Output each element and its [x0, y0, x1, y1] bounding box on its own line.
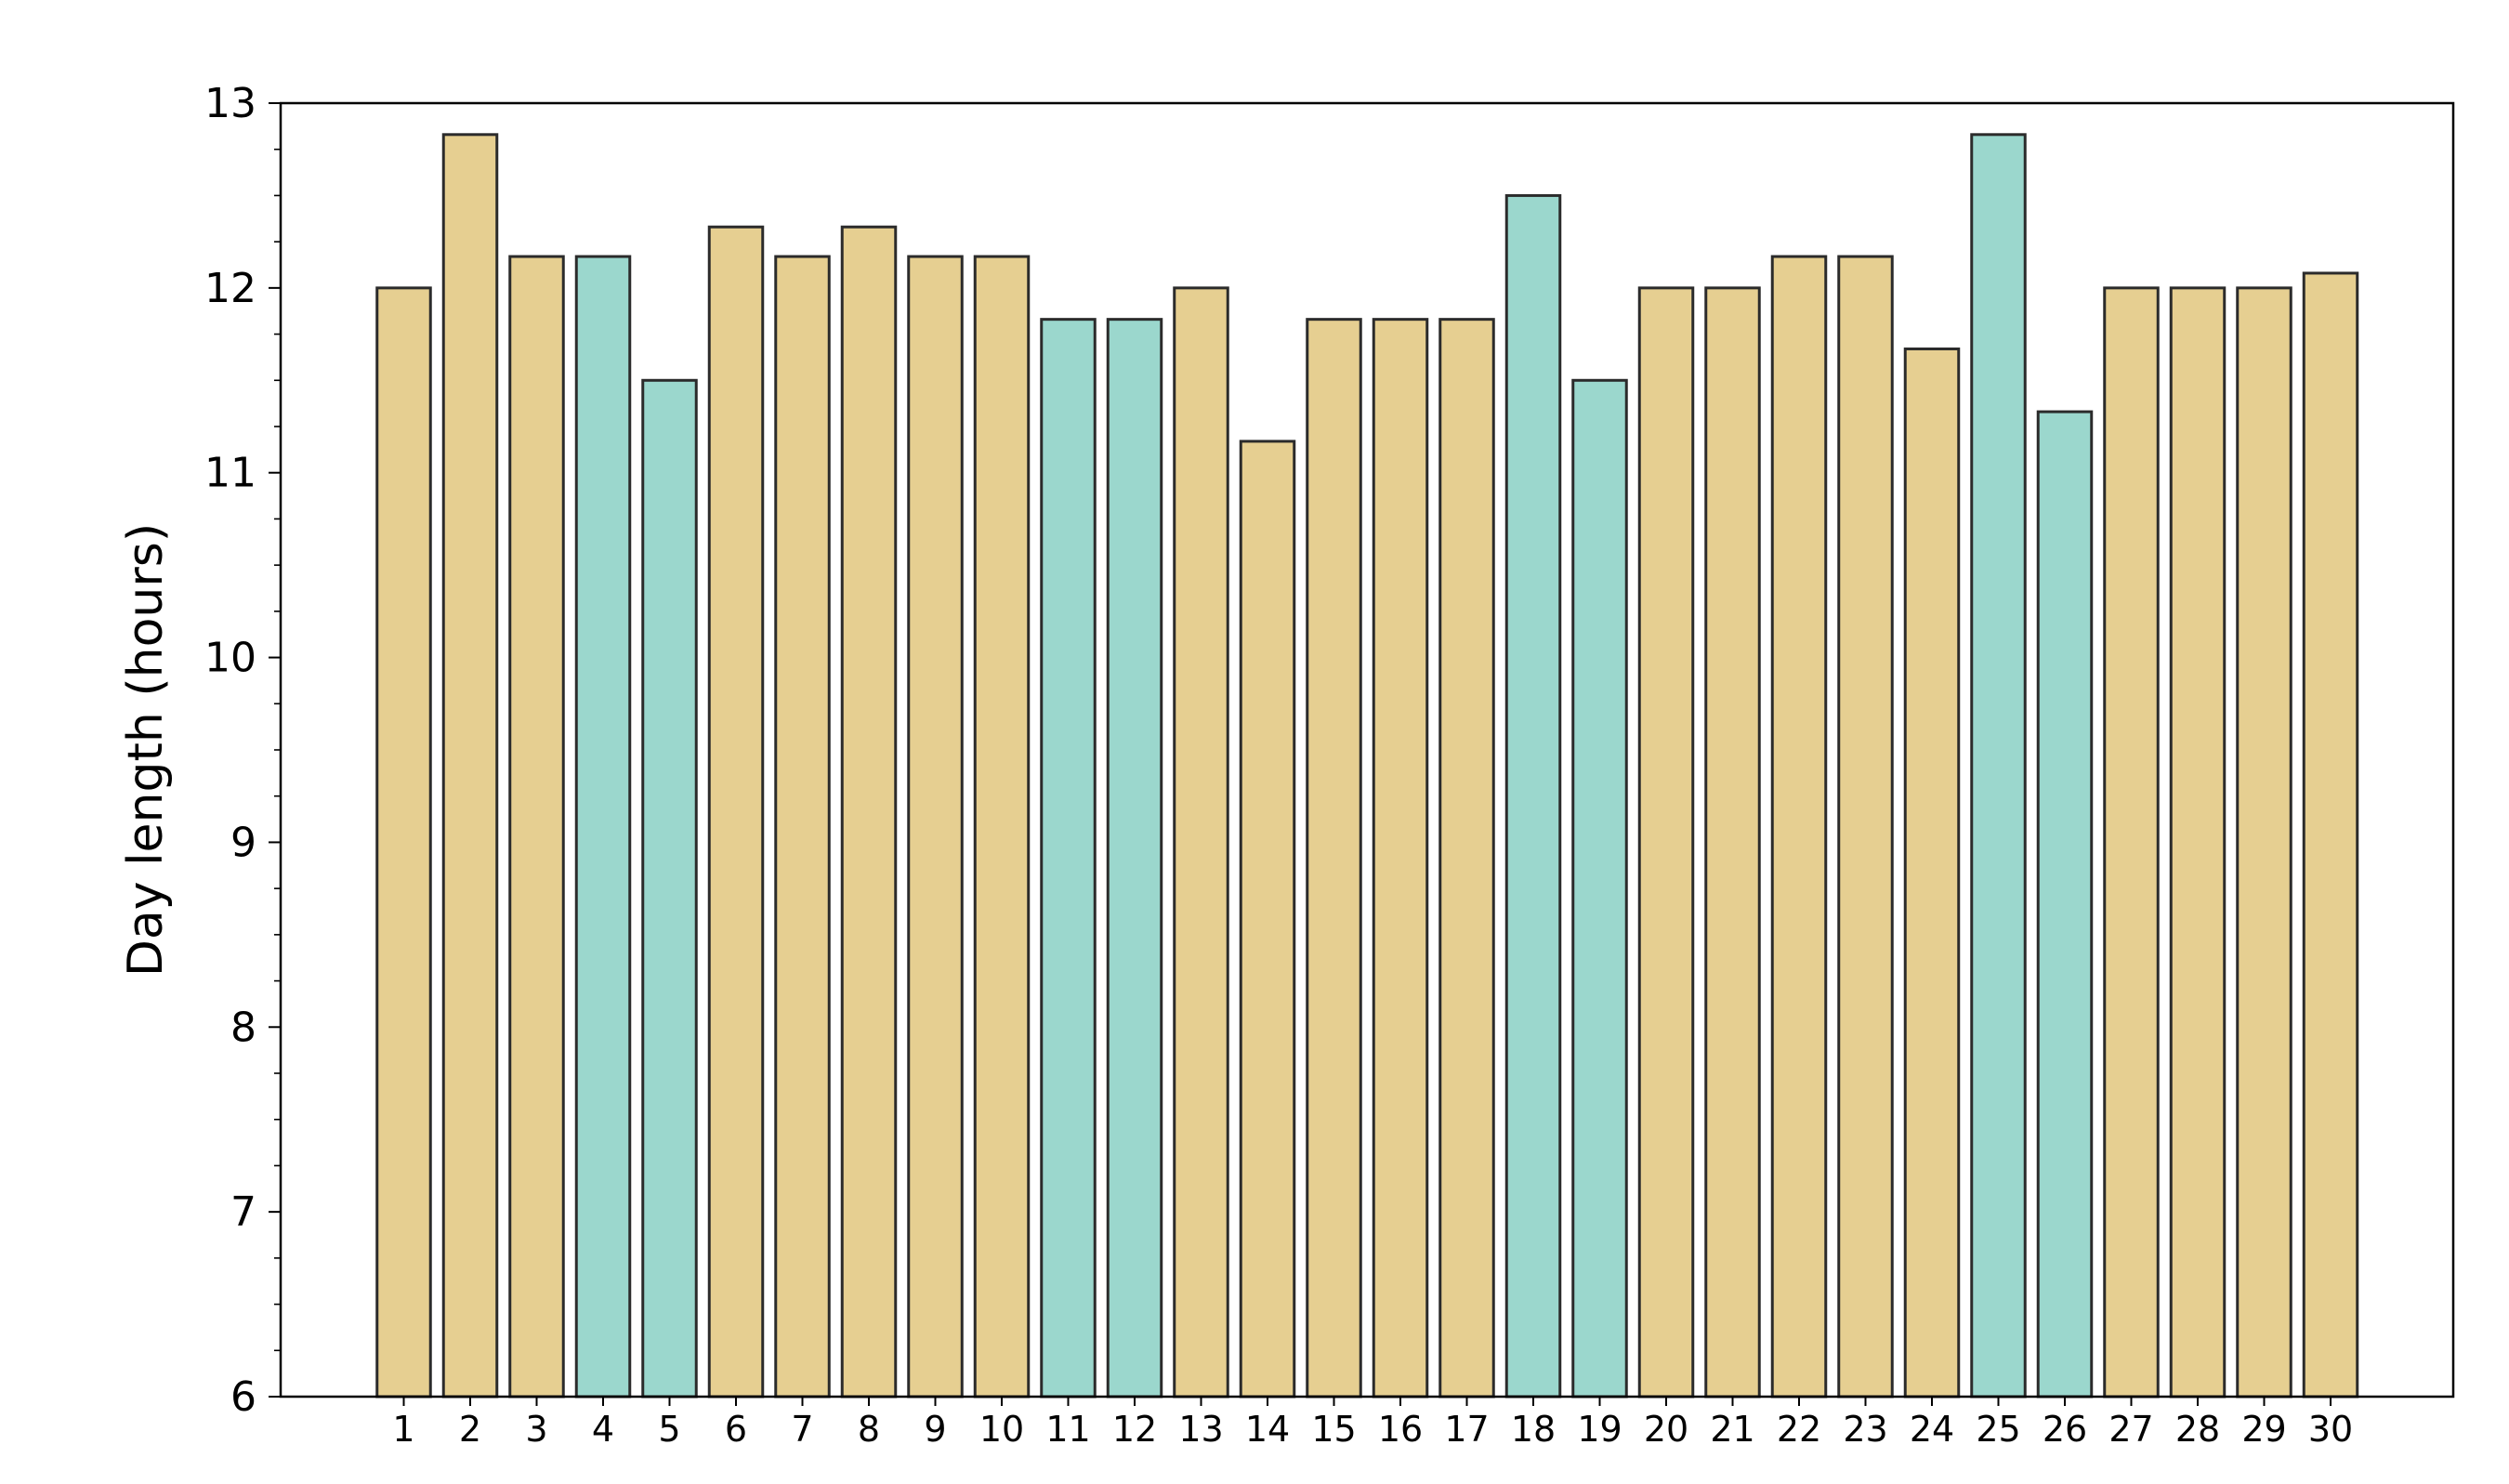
x-tick-label: 17	[1444, 1409, 1489, 1450]
bar-21	[1704, 286, 1761, 1399]
x-tick-label: 13	[1178, 1409, 1223, 1450]
x-tick-label: 28	[2175, 1409, 2220, 1450]
x-tick-label: 29	[2241, 1409, 2286, 1450]
y-tick-label: 12	[204, 265, 256, 312]
bar-16	[1372, 318, 1429, 1399]
bar-4	[574, 255, 632, 1399]
y-axis-ticks: 6 7 8 9 10 11 12 13	[204, 80, 281, 1421]
bar-10	[973, 255, 1031, 1399]
x-tick-label: 4	[592, 1409, 614, 1450]
x-tick-label: 1	[392, 1409, 414, 1450]
x-tick-label: 2	[459, 1409, 481, 1450]
x-tick-label: 15	[1311, 1409, 1356, 1450]
bar-18	[1504, 193, 1562, 1399]
bars	[375, 133, 2359, 1399]
y-tick-label: 9	[230, 819, 256, 866]
bar-12	[1106, 318, 1163, 1399]
bar-17	[1438, 318, 1495, 1399]
x-tick-label: 16	[1378, 1409, 1423, 1450]
bar-3	[508, 255, 565, 1399]
bar-25	[1970, 133, 2027, 1399]
bar-13	[1173, 286, 1229, 1399]
x-tick-label: 27	[2108, 1409, 2153, 1450]
bar-5	[641, 378, 698, 1399]
bar-19	[1571, 378, 1628, 1399]
x-tick-label: 26	[2043, 1409, 2087, 1450]
bar-15	[1306, 318, 1362, 1399]
x-tick-label: 6	[725, 1409, 747, 1450]
x-tick-label: 11	[1045, 1409, 1090, 1450]
bar-11	[1040, 318, 1097, 1399]
x-tick-label: 24	[1910, 1409, 1954, 1450]
bar-9	[907, 255, 964, 1399]
y-tick-label: 11	[204, 450, 256, 497]
x-tick-label: 21	[1710, 1409, 1754, 1450]
bar-23	[1837, 255, 1894, 1399]
y-tick-label: 7	[230, 1189, 256, 1236]
x-tick-label: 12	[1112, 1409, 1157, 1450]
bar-22	[1770, 255, 1828, 1399]
bar-28	[2169, 286, 2227, 1399]
bar-26	[2036, 410, 2094, 1399]
y-tick-label: 8	[230, 1004, 256, 1051]
y-tick-label: 10	[204, 635, 256, 682]
bar-8	[840, 225, 898, 1399]
x-tick-label: 7	[791, 1409, 813, 1450]
bar-7	[774, 255, 831, 1399]
x-tick-label: 10	[979, 1409, 1024, 1450]
bar-24	[1903, 347, 1961, 1399]
bar-30	[2302, 271, 2359, 1399]
y-tick-label: 13	[204, 80, 256, 127]
x-tick-label: 20	[1644, 1409, 1688, 1450]
bar-27	[2103, 286, 2160, 1399]
bar-6	[707, 225, 765, 1399]
x-tick-label: 5	[658, 1409, 680, 1450]
bar-29	[2236, 286, 2292, 1399]
y-axis-label: Day length (hours)	[118, 523, 174, 977]
x-tick-label: 14	[1245, 1409, 1290, 1450]
x-tick-label: 25	[1976, 1409, 2020, 1450]
bar-1	[375, 286, 432, 1399]
plot-frame	[279, 101, 2455, 1399]
y-tick-label: 6	[230, 1373, 256, 1421]
x-tick-label: 30	[2308, 1409, 2353, 1450]
x-tick-label: 19	[1577, 1409, 1622, 1450]
x-axis-ticks: 1 2 3 4 5 6 7 8 9 10 11 12 13 14 15 16 17 18 19 20 21 22 23 24 2…	[392, 1397, 2353, 1450]
x-tick-label: 18	[1511, 1409, 1556, 1450]
x-tick-label: 23	[1843, 1409, 1887, 1450]
bar-14	[1239, 440, 1296, 1399]
x-tick-label: 9	[924, 1409, 946, 1450]
bar-2	[441, 133, 499, 1399]
x-tick-label: 22	[1777, 1409, 1821, 1450]
x-tick-label: 8	[858, 1409, 880, 1450]
bar-20	[1637, 286, 1695, 1399]
x-tick-label: 3	[525, 1409, 547, 1450]
